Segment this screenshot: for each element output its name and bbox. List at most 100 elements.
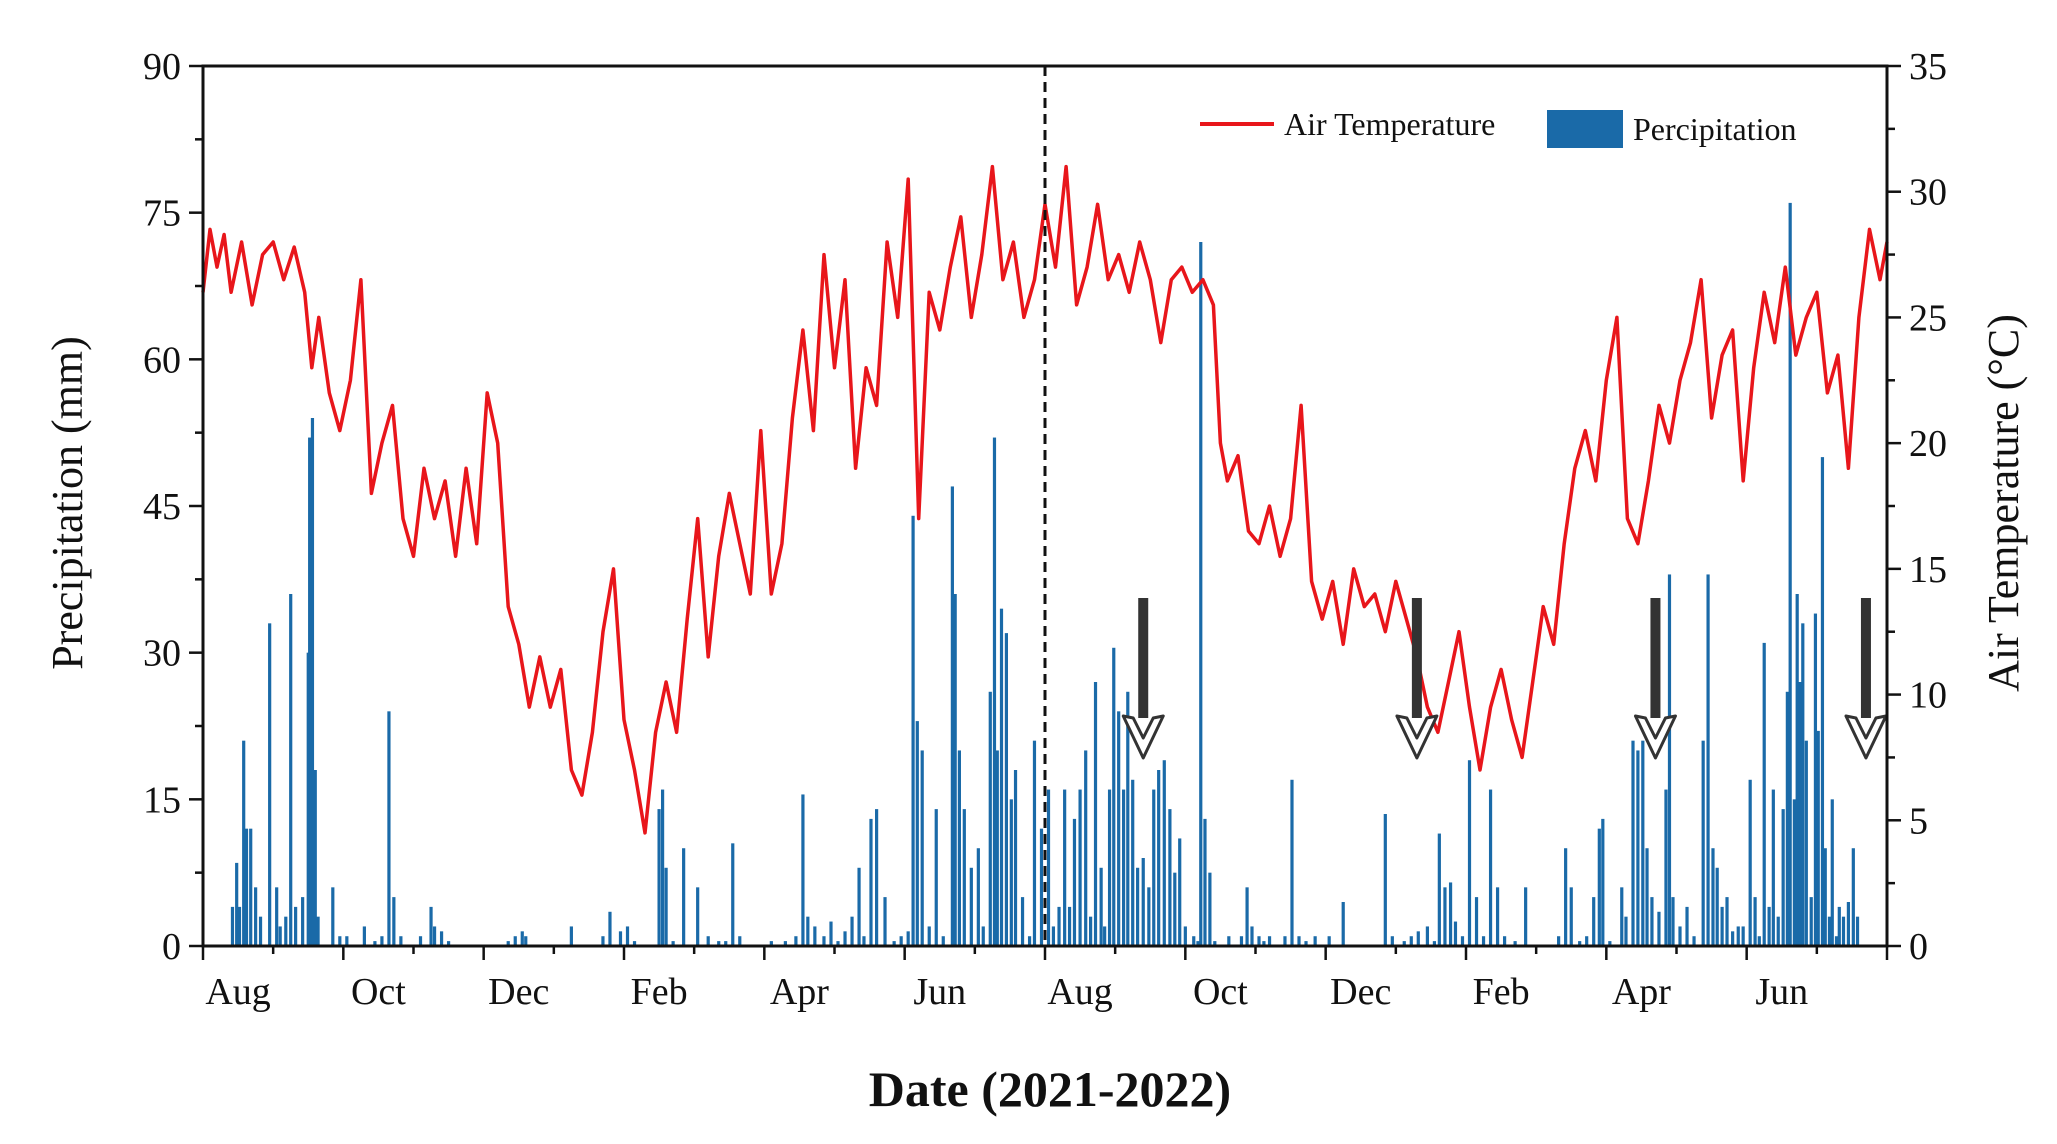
axis-ticks: 0 15 30 45 60 75 90 0 5 10 15 20 25 30 35 Aug Oct Dec Feb A… xyxy=(143,46,1947,1013)
precipitation-bar xyxy=(1057,906,1061,946)
precipitation-bar xyxy=(310,418,315,946)
left-tick-label: 0 xyxy=(162,926,181,968)
precipitation-bar xyxy=(1304,941,1308,946)
left-tick-label: 60 xyxy=(143,339,181,381)
precipitation-bar xyxy=(1448,882,1453,946)
precipitation-bar xyxy=(429,906,433,946)
precipitation-bar xyxy=(1592,897,1596,946)
precipitation-bar xyxy=(625,926,630,946)
precipitation-bar xyxy=(1203,818,1207,946)
arrow-head xyxy=(1395,714,1439,760)
precipitation-bar xyxy=(822,936,826,946)
down-arrow-icon xyxy=(1633,598,1677,760)
precipitation-bar xyxy=(1798,682,1802,946)
precipitation-bar xyxy=(242,740,246,946)
left-tick-label: 15 xyxy=(143,779,181,821)
precipitation-bar xyxy=(1239,936,1244,946)
precipitation-bar xyxy=(1781,809,1785,946)
precipitation-bar xyxy=(953,594,957,946)
precipitation-bar xyxy=(738,936,742,946)
precipitation-bar xyxy=(1262,941,1266,946)
precipitation-bar xyxy=(660,789,665,946)
precipitation-bar xyxy=(1409,936,1413,946)
x-tick-label: Aug xyxy=(1047,971,1112,1013)
precipitation-bar xyxy=(1390,936,1394,946)
precipitation-bar xyxy=(1474,897,1479,946)
precipitation-bar xyxy=(1290,779,1294,946)
precipitation-bar xyxy=(1841,916,1846,946)
precipitation-bar xyxy=(1112,647,1116,946)
precipitation-bar xyxy=(1692,936,1696,946)
precipitation-bar xyxy=(1757,936,1761,946)
precipitation-bar xyxy=(1809,897,1813,946)
precipitation-bar xyxy=(1650,897,1654,946)
precipitation-bar xyxy=(1425,926,1430,946)
precipitation-bar xyxy=(1837,906,1841,946)
right-tick-label: 5 xyxy=(1909,800,1928,842)
precipitation-bar xyxy=(392,897,396,946)
precipitation-bars xyxy=(230,202,1860,946)
precipitation-bar xyxy=(1460,936,1465,946)
arrow-head xyxy=(1844,714,1888,760)
precipitation-bar xyxy=(1820,457,1825,946)
temperature-line-layer xyxy=(201,164,1889,835)
precipitation-bar xyxy=(1711,848,1715,946)
precipitation-bar xyxy=(1785,691,1789,946)
precipitation-bar xyxy=(1013,770,1018,946)
precipitation-bar xyxy=(1004,633,1009,946)
precipitation-bar xyxy=(1645,848,1649,946)
precipitation-bar xyxy=(338,936,342,946)
precipitation-bar xyxy=(1078,789,1082,946)
precipitation-bar xyxy=(275,887,279,946)
x-tick-label: Oct xyxy=(1193,971,1248,1013)
precipitation-bar xyxy=(1443,887,1447,946)
x-tick-label: Jun xyxy=(1755,971,1808,1013)
precipitation-bar xyxy=(1227,936,1231,946)
precipitation-bar xyxy=(1121,789,1126,946)
precipitation-bar xyxy=(927,926,931,946)
precipitation-bar xyxy=(373,941,377,946)
precipitation-bar xyxy=(1437,833,1441,946)
precipitation-bar xyxy=(1039,828,1044,946)
precipitation-bar xyxy=(664,867,668,946)
precipitation-bar xyxy=(1823,848,1827,946)
x-tick-label: Dec xyxy=(1330,971,1391,1013)
right-axis-title: Air Temperature (°C) xyxy=(1979,314,2028,692)
precipitation-bar xyxy=(906,931,910,946)
precipitation-bar xyxy=(1183,926,1187,946)
precipitation-bar xyxy=(981,926,985,946)
precipitation-bar xyxy=(1032,740,1037,946)
precipitation-bar xyxy=(957,750,961,946)
left-tick-label: 75 xyxy=(143,193,181,235)
precipitation-bar xyxy=(1748,779,1752,946)
precipitation-bar xyxy=(1157,770,1161,946)
precipitation-bar xyxy=(1597,828,1601,946)
precipitation-bar xyxy=(1136,867,1140,946)
precipitation-bar xyxy=(999,608,1004,946)
precipitation-bar xyxy=(1178,838,1182,946)
x-tick-label: Feb xyxy=(631,971,688,1013)
temperature-line xyxy=(201,164,1889,835)
precipitation-bar xyxy=(1767,906,1771,946)
precipitation-bar xyxy=(671,941,675,946)
precipitation-bar xyxy=(1762,642,1766,946)
precipitation-bar xyxy=(1792,799,1796,946)
precipitation-bar xyxy=(1657,911,1661,946)
precipitation-bar xyxy=(1297,936,1301,946)
precipitation-bar xyxy=(1020,897,1025,946)
precipitation-bar xyxy=(883,897,887,946)
precipitation-bar xyxy=(284,916,288,946)
precipitation-bar xyxy=(1099,867,1103,946)
precipitation-bar xyxy=(313,770,317,946)
precipitation-bar xyxy=(1147,887,1151,946)
x-tick-label: Jun xyxy=(913,971,966,1013)
left-tick-label: 90 xyxy=(143,46,181,88)
precipitation-bar xyxy=(1067,906,1072,946)
precipitation-bar xyxy=(1208,872,1212,946)
precipitation-bar xyxy=(1624,916,1628,946)
precipitation-bar xyxy=(1162,760,1166,946)
precipitation-bar xyxy=(801,794,805,946)
precipitation-bar xyxy=(235,862,239,946)
precipitation-bar xyxy=(1731,931,1735,946)
precipitation-bar xyxy=(1199,242,1203,946)
